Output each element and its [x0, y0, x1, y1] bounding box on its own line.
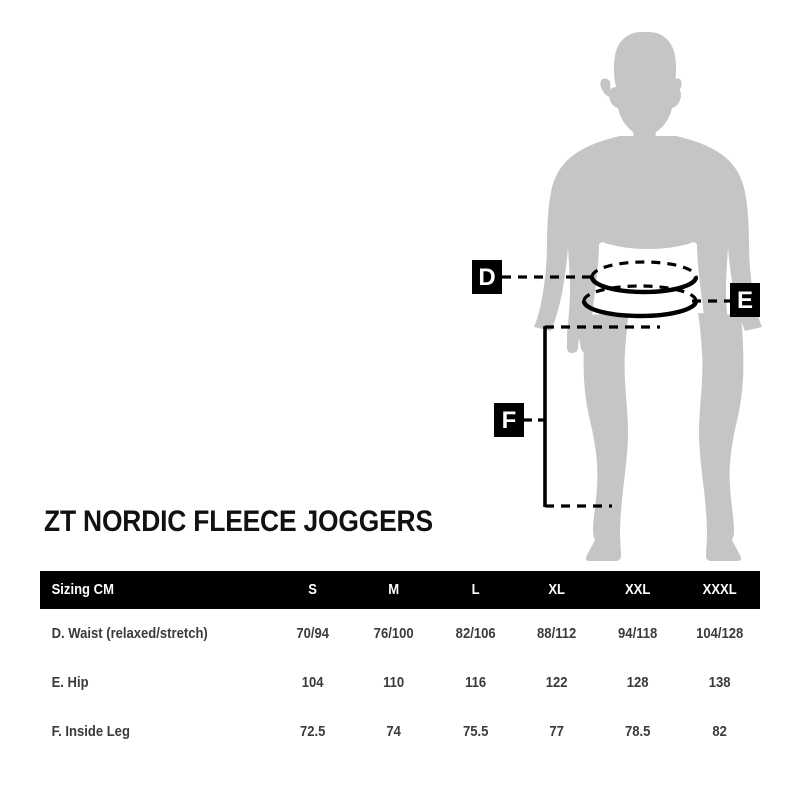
callout-d-box	[472, 260, 502, 294]
size-diagram: D E F	[472, 32, 762, 561]
callout-f-label: F	[502, 407, 517, 434]
cell-hip-xxl: 128	[627, 674, 649, 691]
callout-d-waist: D	[472, 260, 699, 295]
header-size-xxl: XXL	[625, 582, 651, 598]
cell-hip-l: 116	[464, 674, 486, 691]
cell-hip-s: 104	[301, 674, 324, 691]
cell-inside-leg-xxl: 78.5	[625, 723, 651, 740]
male-body-silhouette	[534, 32, 762, 561]
row-label-inside-leg: F. Inside Leg	[51, 723, 130, 740]
cell-waist-s: 70/94	[296, 625, 330, 642]
cell-inside-leg-s: 72.5	[300, 723, 326, 740]
cell-hip-m: 110	[383, 674, 405, 691]
callout-f-inside-leg: F	[494, 325, 660, 508]
page-title: ZT NORDIC FLEECE JOGGERS	[44, 505, 433, 538]
callout-e-hip: E	[581, 283, 760, 319]
row-label-waist: D. Waist (relaxed/stretch)	[51, 625, 208, 642]
hip-ellipse-front	[581, 300, 699, 319]
row-label-hip: E. Hip	[51, 674, 89, 691]
header-size-xl: XL	[548, 582, 565, 598]
table-body: D. Waist (relaxed/stretch) 70/94 76/100 …	[40, 609, 760, 756]
table-row: D. Waist (relaxed/stretch) 70/94 76/100 …	[40, 609, 760, 658]
table-header-row: Sizing CM S M L XL XXL XXXL	[40, 571, 760, 609]
callout-f-box	[494, 403, 524, 437]
waist-ellipse-back	[590, 260, 698, 278]
cell-hip-xxxl: 138	[708, 674, 731, 691]
callout-e-box	[730, 283, 760, 317]
cell-waist-xxxl: 104/128	[695, 625, 743, 642]
callout-e-label: E	[737, 287, 753, 314]
header-sizing-label: Sizing CM	[51, 582, 114, 598]
header-size-m: M	[388, 582, 400, 598]
waist-ellipse-front	[589, 276, 699, 295]
cell-hip-xl: 122	[545, 674, 568, 691]
callout-d-label: D	[478, 264, 495, 291]
cell-waist-m: 76/100	[374, 625, 414, 642]
header-size-s: S	[308, 582, 318, 598]
table-header: Sizing CM S M L XL XXL XXXL	[40, 571, 760, 609]
cell-inside-leg-xl: 77	[549, 723, 564, 740]
table-row: E. Hip 104 110 116 122 128 138	[40, 658, 760, 707]
cell-waist-l: 82/106	[455, 625, 496, 642]
header-size-xxxl: XXXL	[702, 582, 737, 598]
cell-waist-xxl: 94/118	[618, 625, 658, 642]
size-chart-table: Sizing CM S M L XL XXL XXXL D. Waist (re…	[40, 571, 760, 756]
cell-waist-xl: 88/112	[537, 625, 577, 642]
cell-inside-leg-l: 75.5	[462, 723, 489, 740]
table-row: F. Inside Leg 72.5 74 75.5 77 78.5 82	[40, 707, 760, 756]
cell-inside-leg-xxxl: 82	[712, 723, 727, 740]
header-size-l: L	[471, 582, 480, 598]
cell-inside-leg-m: 74	[386, 723, 402, 740]
body-diagram-svg: D E F	[472, 32, 762, 561]
